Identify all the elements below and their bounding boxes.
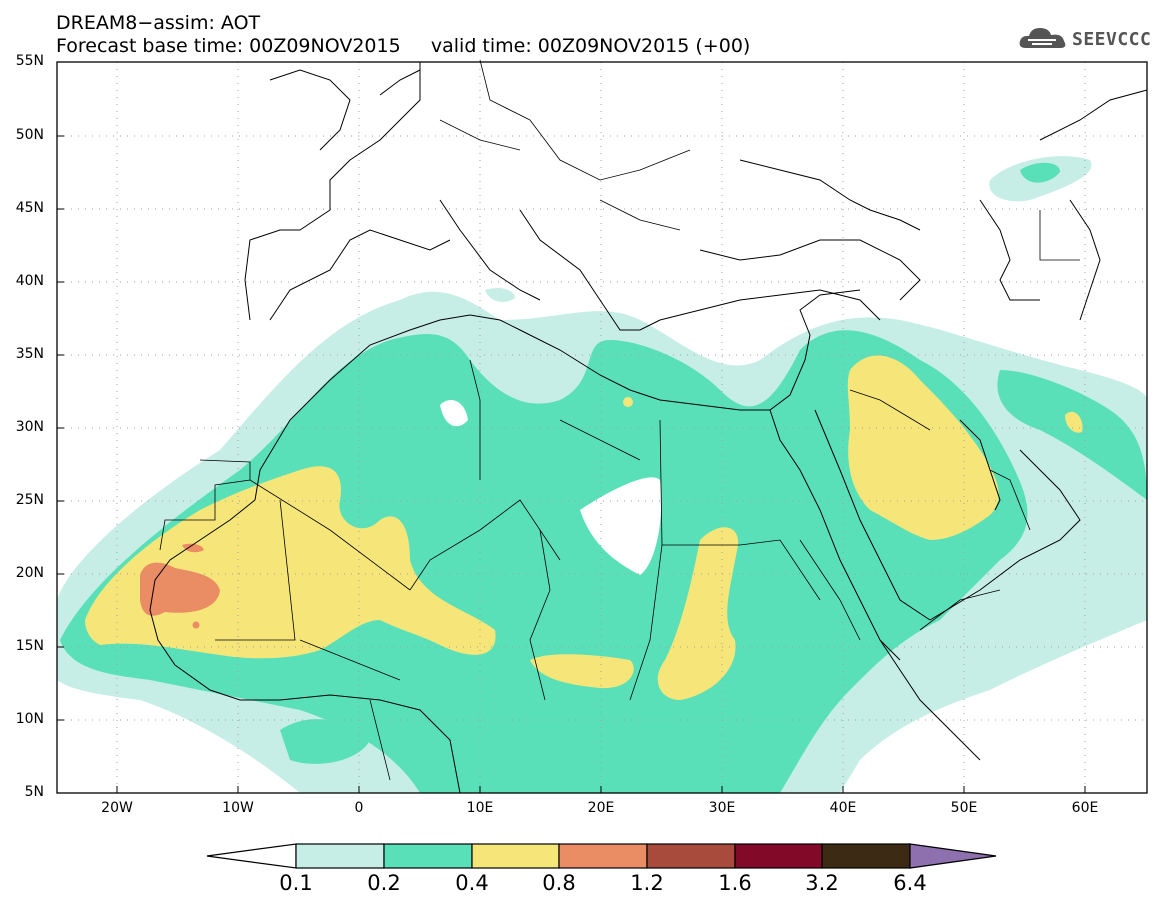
lat-label: 15N [15,638,44,654]
colorbar-label: 1.2 [630,871,664,895]
lon-label: 10W [222,800,254,816]
colorbar-swatch [821,843,911,869]
cloud-icon [1019,28,1066,48]
colorbar-label: 0.4 [455,871,489,895]
lat-label: 25N [15,492,44,508]
colorbar-swatch [558,843,648,869]
lon-label: 20E [587,800,615,816]
aot-level-0.2 [60,162,1147,793]
lat-label: 10N [15,711,44,727]
lat-label: 55N [15,53,44,69]
colorbar-label: 0.2 [367,871,401,895]
logo-text: SEEVCCC [1072,29,1152,50]
lat-label: 35N [15,346,44,362]
lon-label: 0 [354,800,364,816]
colorbar-swatch [734,843,823,869]
lat-label: 5N [24,784,44,800]
coastlines [149,62,1148,794]
lat-label: 20N [15,565,44,581]
borders [159,59,1080,781]
colorbar-low-arrow [206,843,297,869]
colorbar [206,843,997,869]
lon-label: 50E [950,800,978,816]
colorbar-label: 0.1 [279,871,313,895]
lon-label: 60E [1071,800,1099,816]
lat-label: 45N [15,200,44,216]
colorbar-swatch [295,843,385,869]
colorbar-label: 6.4 [893,871,927,895]
colorbar-swatch [383,843,473,869]
axis-ticks [57,135,1086,793]
colorbar-high-arrow [909,843,997,869]
colorbar-swatch [471,843,560,869]
aot-field [57,156,1147,793]
lon-label: 40E [829,800,857,816]
lon-label: 30E [708,800,736,816]
colorbar-label: 0.8 [542,871,576,895]
colorbar-swatch [646,843,736,869]
forecast-time-line: Forecast base time: 00Z09NOV2015 valid t… [56,35,751,57]
aot-level-0.8 [140,543,220,629]
lon-label: 10E [466,800,494,816]
seevccc-logo: SEEVCCC [1018,24,1153,54]
colorbar-label: 3.2 [805,871,839,895]
lat-label: 40N [15,273,44,289]
map-title: DREAM8−assim: AOT [56,12,261,34]
colorbar-label: 1.6 [718,871,752,895]
lat-label: 30N [15,419,44,435]
lon-label: 20W [101,800,133,816]
lat-label: 50N [15,127,44,143]
aot-low-areas [440,239,1006,575]
